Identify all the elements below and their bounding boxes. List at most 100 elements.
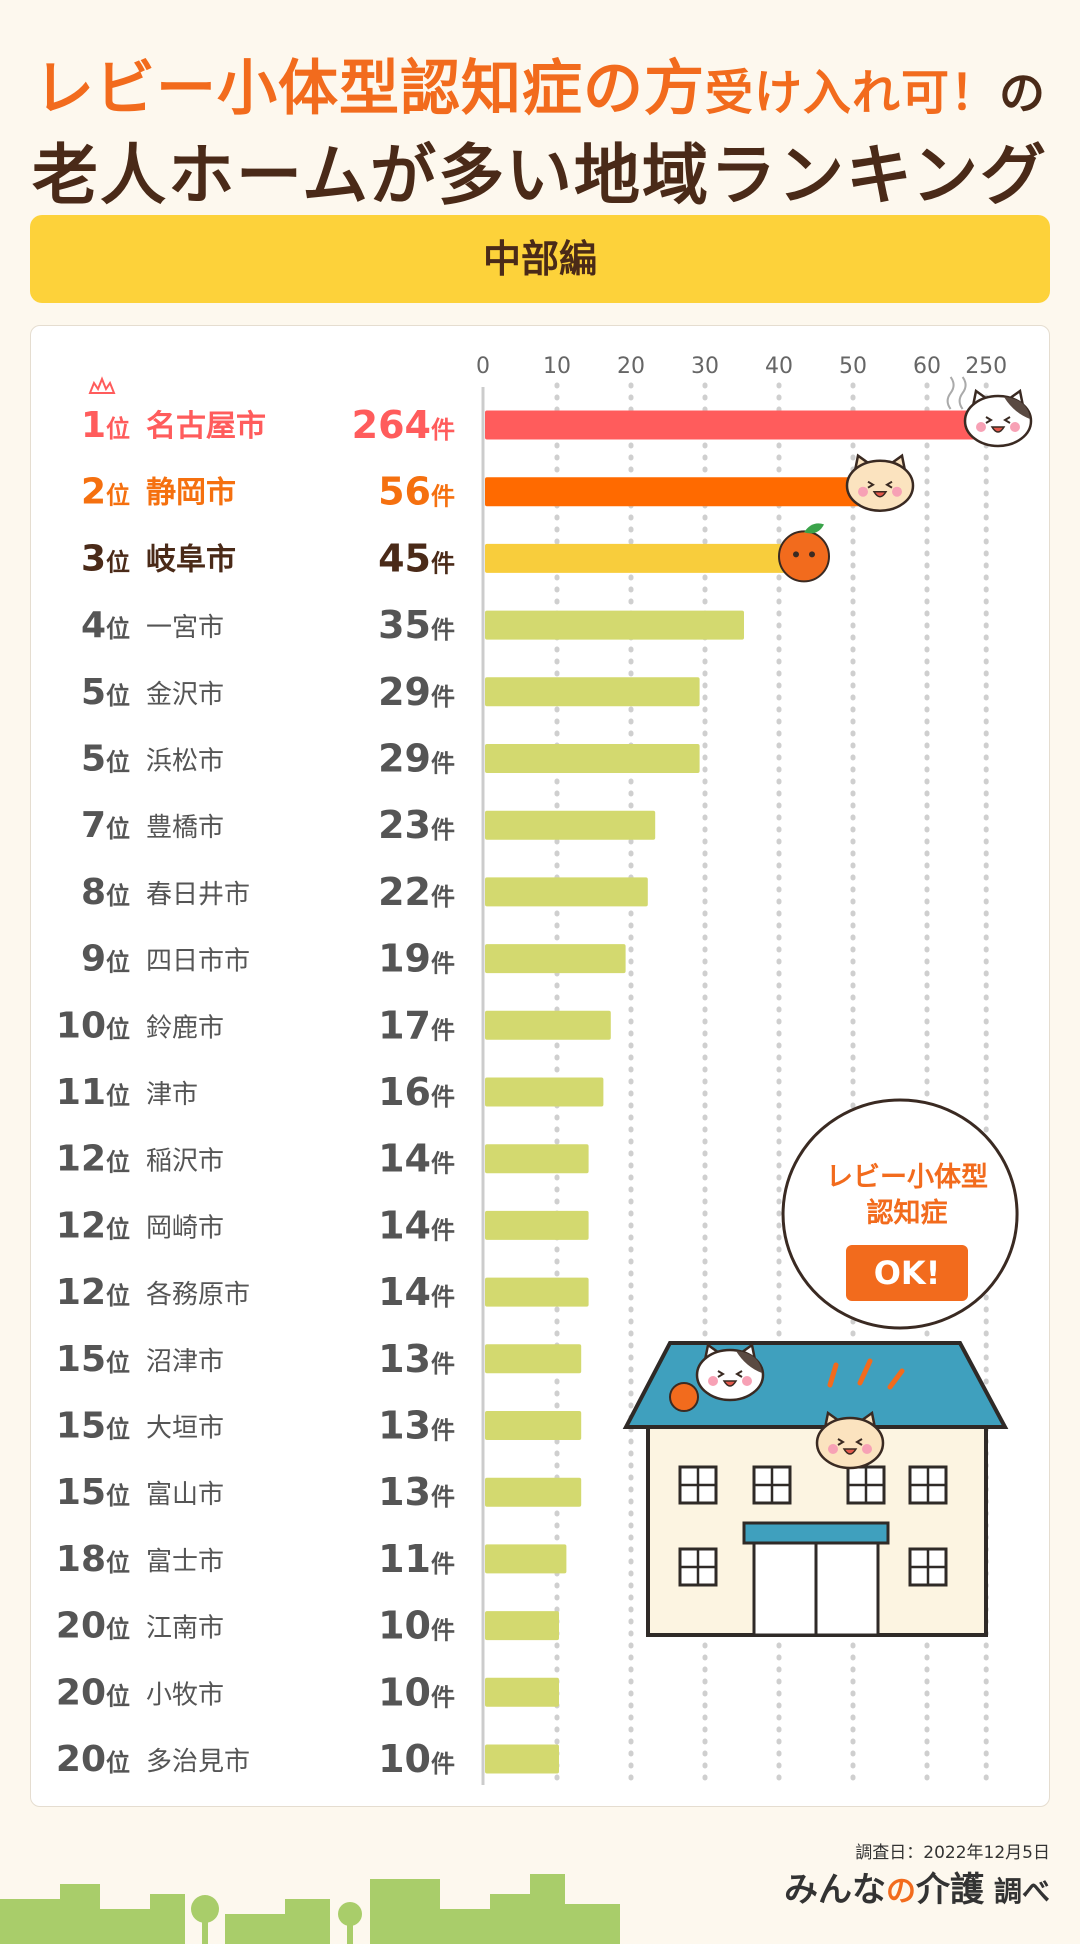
bar <box>485 477 900 507</box>
cat-roof-tabby-mouth <box>842 1448 858 1455</box>
bar <box>485 1411 582 1440</box>
title-particle: の <box>999 66 1046 120</box>
bar <box>485 1544 567 1574</box>
rank-label: 1位 <box>81 405 130 446</box>
city-label: 春日井市 <box>146 880 250 910</box>
value-label: 17件 <box>378 1003 455 1047</box>
title-line2: 老人ホームが多い地域ランキング <box>31 137 1049 214</box>
city-label: 稲沢市 <box>146 1147 224 1177</box>
city-label: 四日市市 <box>146 947 250 977</box>
value-label: 56件 <box>378 470 455 514</box>
cat-roof-calico-eyes <box>717 1370 743 1378</box>
city-label: 名古屋市 <box>146 409 266 444</box>
window-frame <box>754 1467 790 1503</box>
value-label: 10件 <box>378 1604 455 1648</box>
value-label: 11件 <box>378 1537 455 1581</box>
window-frame <box>910 1467 946 1503</box>
speech-bubble-tail <box>816 1328 832 1343</box>
bubble-line1: レビー小体型 <box>826 1162 988 1193</box>
value-label: 35件 <box>378 603 455 647</box>
bar <box>485 677 700 707</box>
tick-label: 10 <box>543 354 571 379</box>
bubble-line2: 認知症 <box>866 1198 948 1229</box>
ok-badge: OK! <box>846 1245 968 1301</box>
city-label: 岡崎市 <box>146 1213 224 1243</box>
value-label: 19件 <box>378 937 455 981</box>
cat-calico-cheek <box>976 422 986 432</box>
bar <box>485 1611 559 1641</box>
brand-logo: みんなの介護 調べ <box>784 1862 1050 1911</box>
ranking-chart: 0 10 20 30 40 50 60 250 1位 名古屋市 264件 2位 静岡市 56件 3位 岐阜市 4… <box>56 354 1033 1788</box>
axis-break-mark <box>958 376 967 410</box>
cat-roof-tabby-cheek <box>828 1444 838 1454</box>
bar <box>485 1677 559 1707</box>
title-small: 受け入れ可！ <box>704 65 999 121</box>
city-label: 富山市 <box>146 1480 224 1510</box>
value-label: 14件 <box>378 1137 455 1181</box>
city-label: 各務原市 <box>146 1280 250 1310</box>
value-label: 10件 <box>378 1737 455 1781</box>
rank-label: 20位 <box>56 1672 130 1713</box>
city-label: 大垣市 <box>146 1414 224 1444</box>
value-label: 13件 <box>378 1337 455 1381</box>
value-label: 14件 <box>378 1270 455 1314</box>
cat-calico-eyes <box>985 416 1011 424</box>
crown-icon <box>88 376 116 394</box>
window-frame <box>680 1549 716 1585</box>
city-label: 沼津市 <box>146 1347 224 1377</box>
door-awning <box>742 1521 890 1545</box>
city-label: 富士市 <box>146 1547 224 1577</box>
tick-label: 20 <box>617 354 645 379</box>
bar <box>485 877 648 907</box>
title-line1: レビー小体型認知症の方受け入れ可！の <box>0 40 1080 127</box>
bar <box>485 1477 582 1507</box>
brand-part-na: の <box>885 1874 916 1909</box>
brand-part-a: みんな <box>783 1870 886 1910</box>
value-label: 23件 <box>378 803 455 847</box>
rank-label: 15位 <box>56 1472 130 1513</box>
tick-label: 250 <box>965 354 1007 379</box>
cat-roof-calico-cheek <box>708 1376 718 1386</box>
brand-sub: 調べ <box>993 1875 1050 1908</box>
cat-roof-tabby-eyes <box>837 1438 863 1446</box>
rank-label: 20位 <box>56 1739 130 1780</box>
rank-label: 4位 <box>81 605 130 646</box>
value-label: 13件 <box>378 1470 455 1514</box>
bar <box>485 1210 589 1240</box>
city-label: 豊橋市 <box>146 813 224 843</box>
cat-roof-calico-mouth <box>722 1380 738 1387</box>
survey-date: 調査日：2022年12月5日 <box>855 1843 1050 1863</box>
bar <box>485 1744 559 1774</box>
cat-tabby-eyes <box>867 480 893 489</box>
city-label: 津市 <box>146 1080 198 1110</box>
cat-roof-calico-cheek <box>742 1376 752 1386</box>
rank-label: 7位 <box>81 805 130 846</box>
excite-marks <box>827 1358 905 1390</box>
cat-tabby-cheek <box>892 486 902 497</box>
bar <box>485 744 700 773</box>
value-label: 29件 <box>378 670 455 714</box>
town-skyline-illustration <box>0 1874 620 1944</box>
cat-tabby-icon <box>845 459 915 512</box>
rank-label: 15位 <box>56 1406 130 1447</box>
tick-label: 60 <box>913 354 941 379</box>
orange-roof-icon <box>669 1382 699 1412</box>
rank-label: 10位 <box>56 1005 130 1046</box>
bar <box>485 543 818 573</box>
city-label: 一宮市 <box>146 613 224 643</box>
city-label: 静岡市 <box>146 476 236 511</box>
tick-label: 0 <box>476 354 490 379</box>
cat-roof-tabby-cheek <box>862 1444 872 1454</box>
bar <box>485 410 1009 440</box>
window-frame <box>910 1549 946 1585</box>
axis-break-mark <box>946 376 955 410</box>
bar <box>485 1277 589 1307</box>
cat-tabby-mouth <box>872 490 888 498</box>
city-label: 江南市 <box>146 1614 224 1644</box>
city-label: 金沢市 <box>146 680 224 710</box>
rank-label: 8位 <box>81 872 130 913</box>
bar <box>485 1344 582 1374</box>
brand-part-b: 介護 <box>915 1870 984 1910</box>
bar <box>485 944 626 974</box>
value-label: 29件 <box>378 737 455 781</box>
